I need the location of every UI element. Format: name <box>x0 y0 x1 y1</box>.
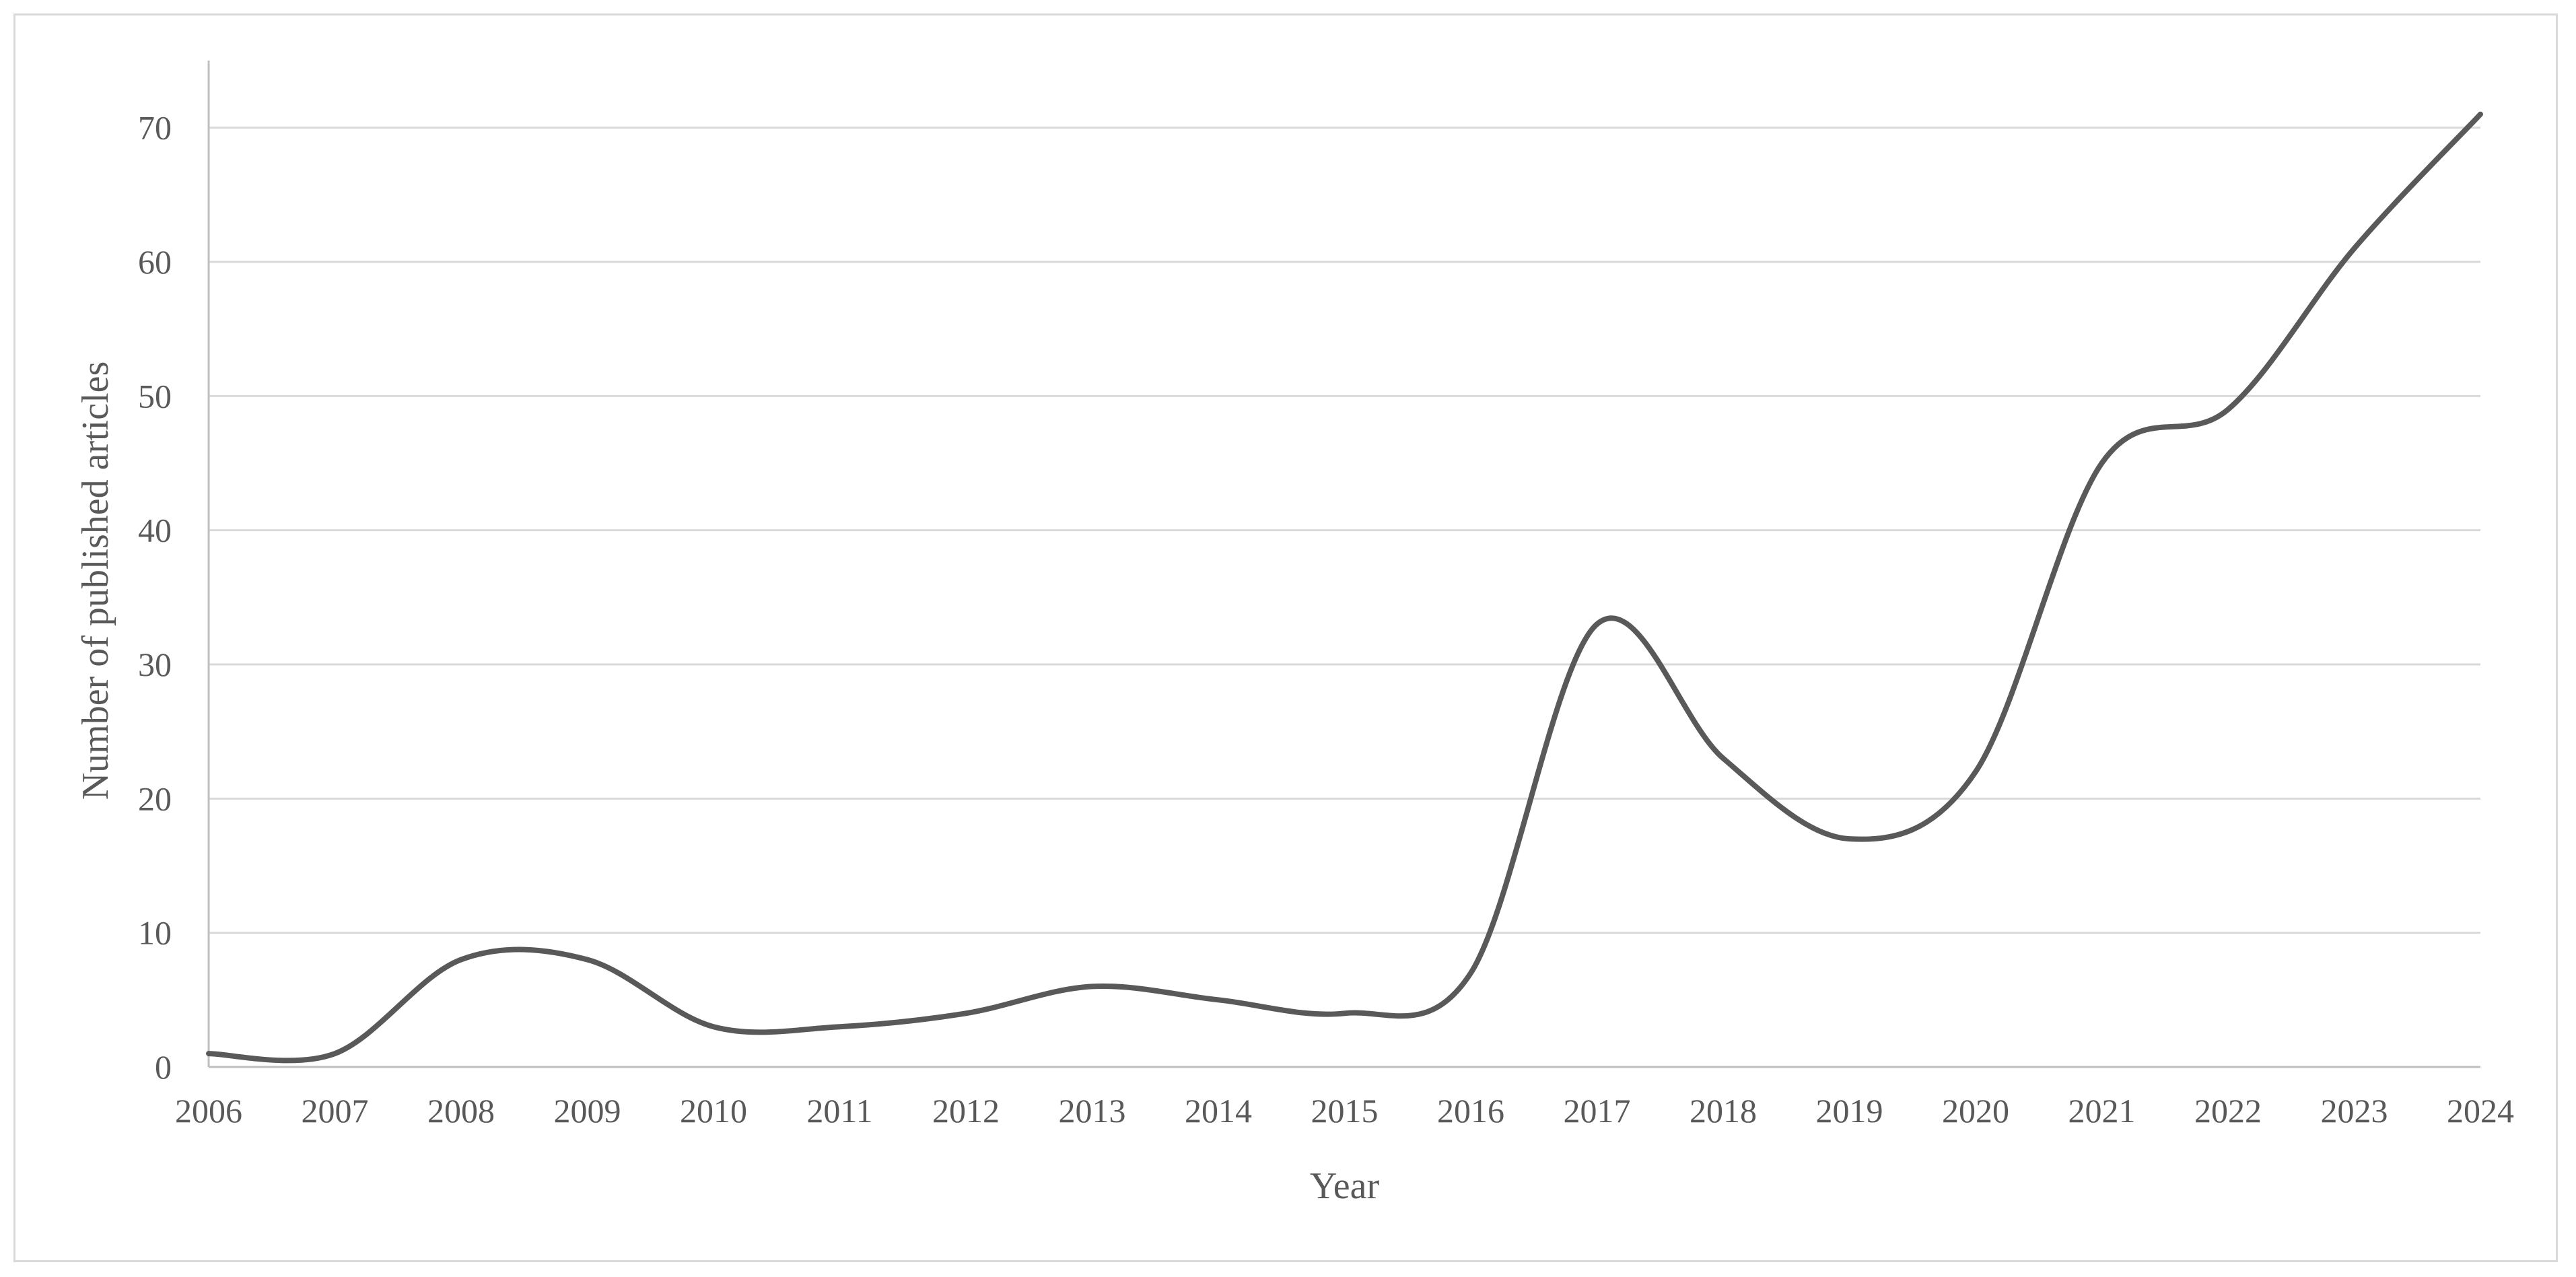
y-tick-label: 40 <box>138 512 172 549</box>
x-tick-label: 2018 <box>1690 1092 1757 1130</box>
y-tick-label: 30 <box>138 646 172 683</box>
x-tick-label: 2014 <box>1185 1092 1252 1130</box>
y-tick-labels: 0 10 20 30 40 50 60 70 <box>138 109 172 1086</box>
y-axis-title: Number of published articles <box>75 361 116 800</box>
x-tick-label: 2024 <box>2447 1092 2514 1130</box>
y-tick-label: 60 <box>138 243 172 281</box>
x-tick-label: 2013 <box>1059 1092 1126 1130</box>
x-tick-labels: 2006 2007 2008 2009 2010 2011 2012 2013 2014 2015… <box>175 1092 2514 1130</box>
series-line <box>206 111 2483 1064</box>
x-axis-title: Year <box>1310 1165 1380 1207</box>
x-tick-label: 2017 <box>1564 1092 1631 1130</box>
x-tick-label: 2012 <box>932 1092 1000 1130</box>
x-tick-label: 2009 <box>554 1092 621 1130</box>
x-tick-label: 2006 <box>175 1092 242 1130</box>
x-tick-label: 2019 <box>1816 1092 1883 1130</box>
chart-frame <box>13 13 2558 1262</box>
axes <box>207 61 2480 1068</box>
x-tick-label: 2011 <box>806 1092 872 1130</box>
x-tick-label: 2020 <box>1942 1092 2009 1130</box>
x-tick-label: 2015 <box>1311 1092 1379 1130</box>
y-tick-label: 20 <box>138 780 172 817</box>
series-lines <box>206 111 2483 1064</box>
x-tick-label: 2008 <box>427 1092 495 1130</box>
x-tick-label: 2022 <box>2194 1092 2262 1130</box>
gridlines <box>209 127 2480 934</box>
x-tick-label: 2010 <box>680 1092 747 1130</box>
x-tick-label: 2016 <box>1437 1092 1504 1130</box>
y-tick-label: 0 <box>155 1048 172 1086</box>
x-tick-label: 2021 <box>2068 1092 2136 1130</box>
x-tick-label: 2023 <box>2321 1092 2388 1130</box>
x-tick-label: 2007 <box>302 1092 369 1130</box>
y-tick-label: 10 <box>138 914 172 952</box>
y-tick-label: 50 <box>138 377 172 415</box>
y-tick-label: 70 <box>138 109 172 147</box>
